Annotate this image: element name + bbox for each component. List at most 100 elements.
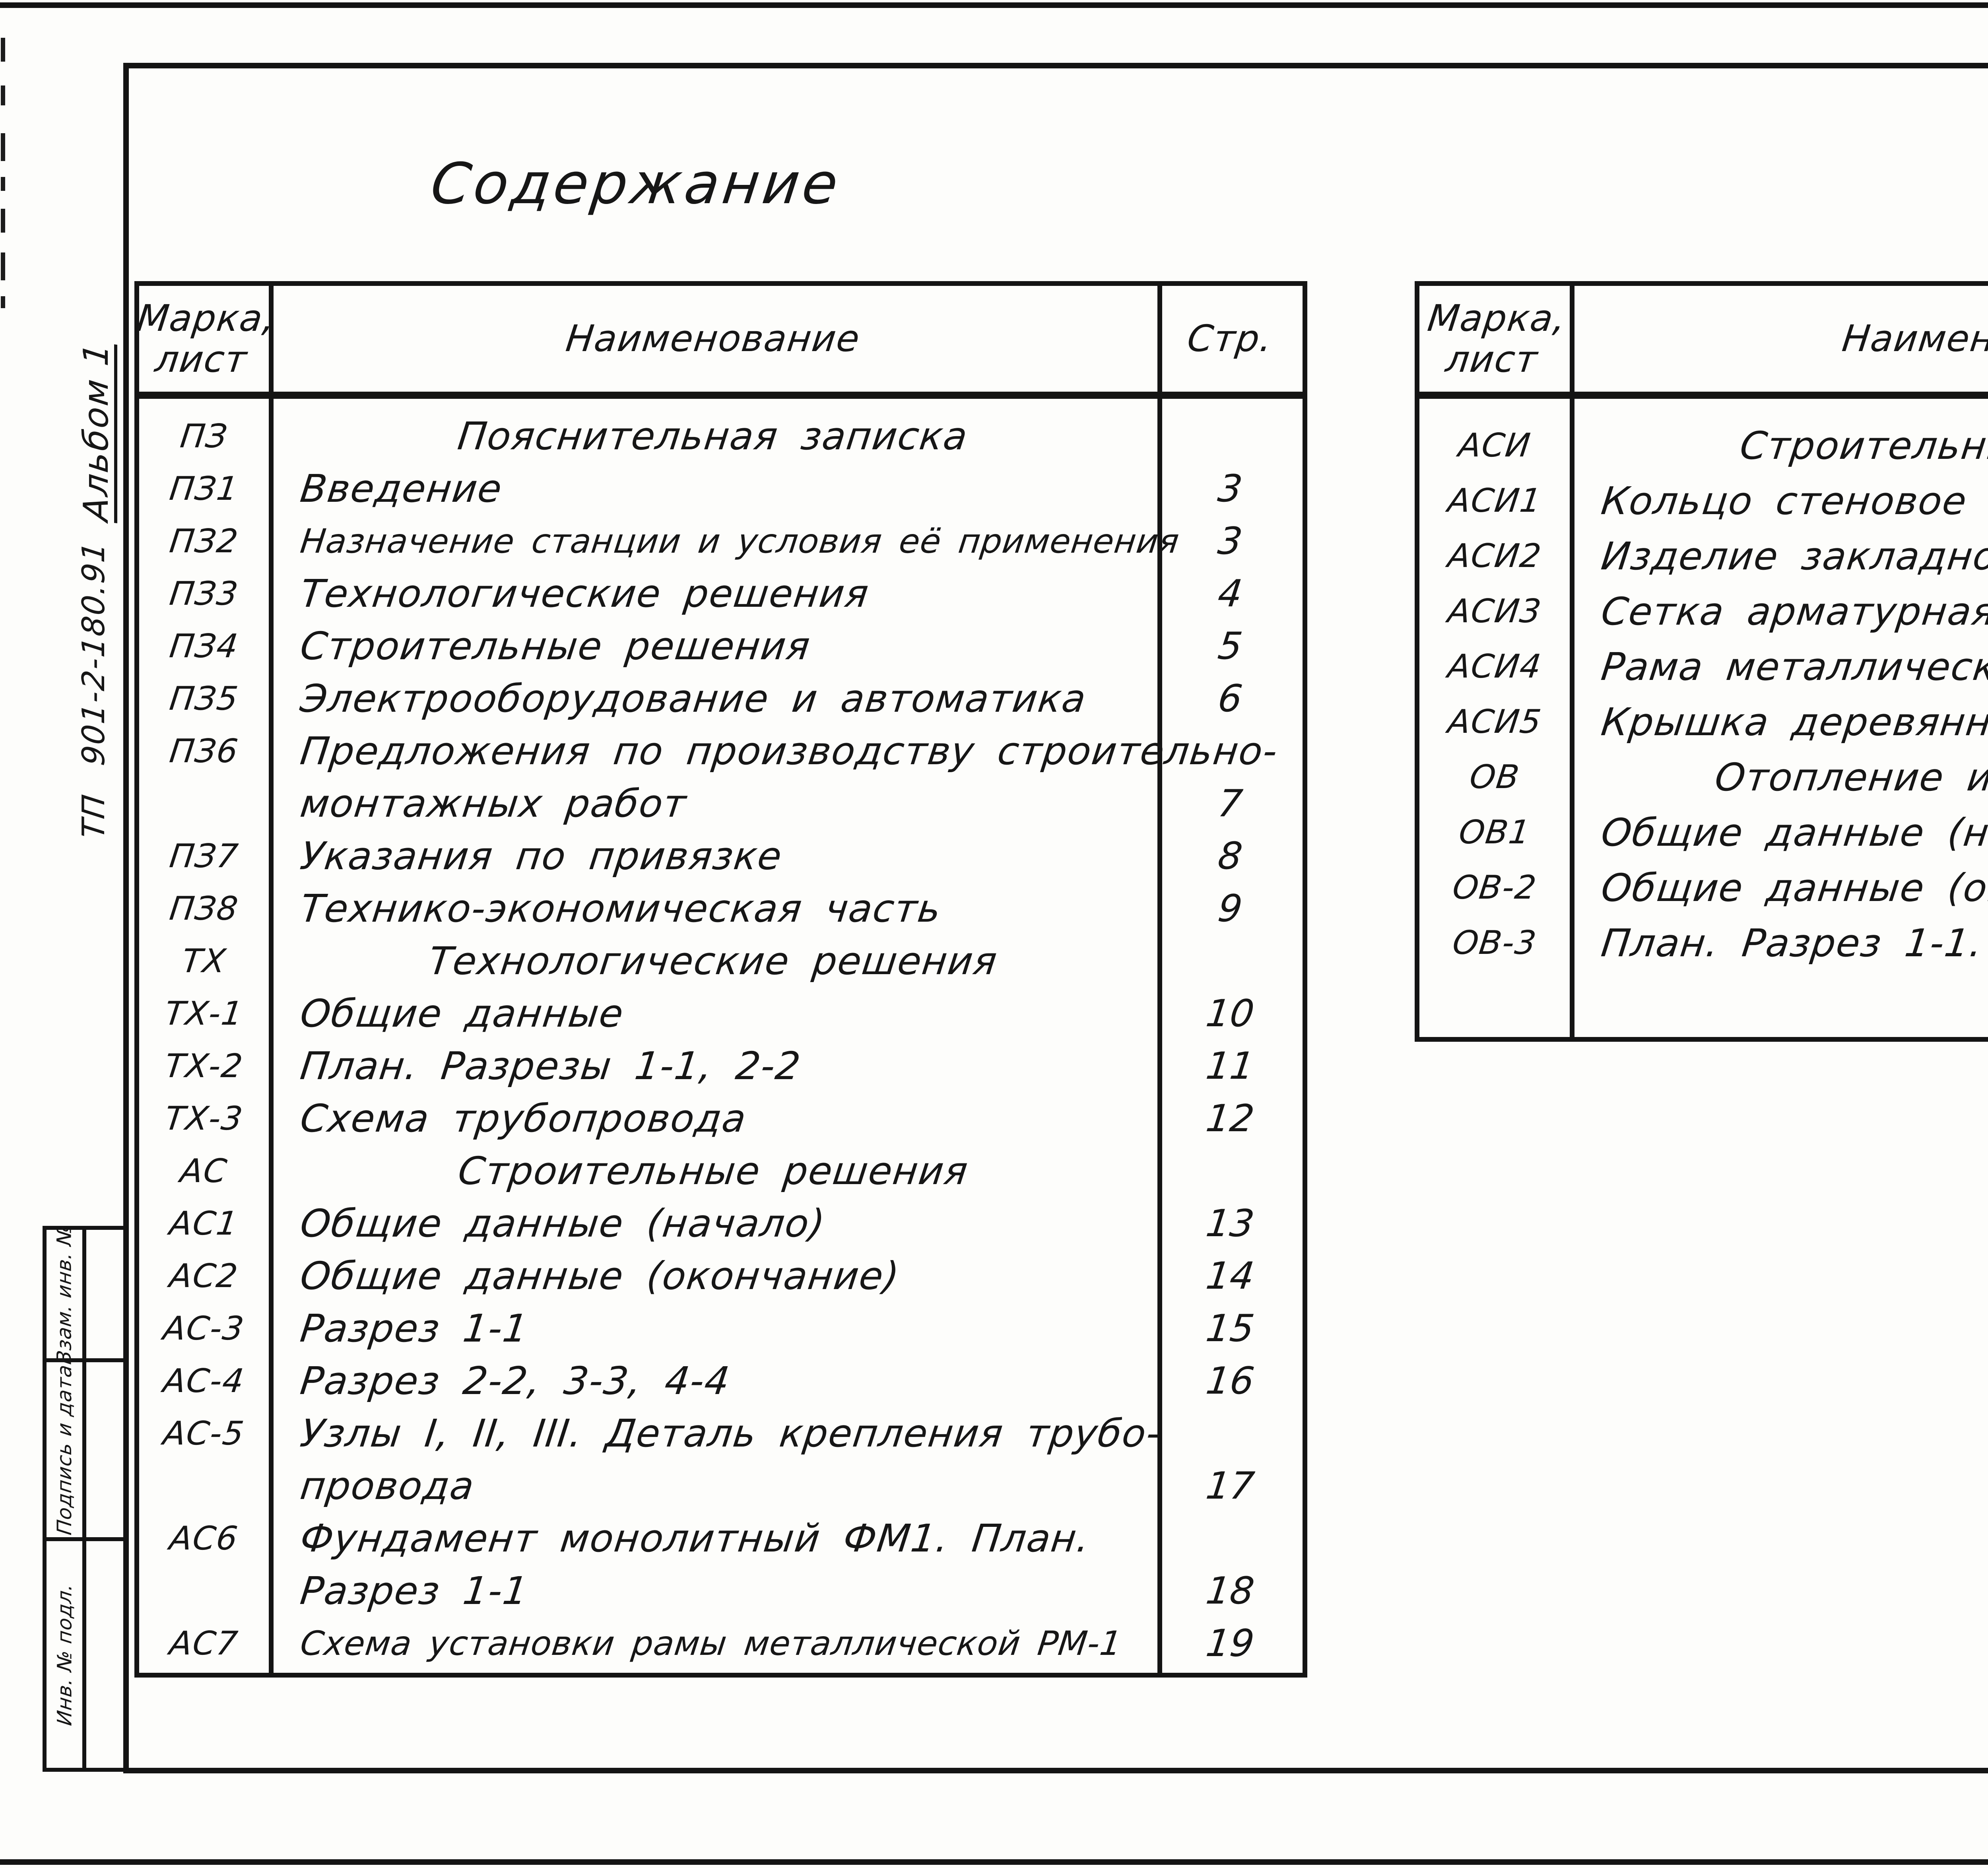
row-mark-text: ПЗ4 [167,627,241,665]
row-name: Кольцо стеновое КС 20,6-1 [1570,479,1988,523]
row-page: 12 [1157,1097,1303,1140]
row-name-text: Отопление и вентиляция [1712,755,1988,800]
row-page: 17 [1157,1464,1303,1508]
row-name: Общие данные (начало) [269,1201,1157,1246]
row-name-text: Предложения по производству строительно- [298,729,1281,773]
row-mark: ТХ [139,942,269,980]
row-name-text: Крышка деревянная КД [1599,699,1988,744]
row-mark: ОВ [1419,758,1570,796]
row-name: Разрез 2-2, 3-3, 4-4 [269,1359,1157,1403]
row-name: монтажных работ [269,781,1157,826]
row-mark-text: АСИ [1456,427,1533,464]
row-name-text: Введение [298,466,505,511]
row-page: 18 [1157,1569,1303,1613]
row-page: 13 [1157,1202,1303,1245]
row-mark: АСИ [1419,427,1570,464]
table-row: ПЗ Пояснительная записка [139,410,1303,462]
album-label-wrap: Альбом 1 [76,340,116,523]
row-mark-text: ТХ-1 [163,994,245,1033]
row-mark-text: АСИ4 [1445,648,1544,685]
row-page-text: 14 [1203,1254,1257,1298]
row-mark-text: ТХ-3 [163,1099,245,1138]
row-mark-text: ОВ1 [1456,814,1533,851]
row-page: 6 [1157,677,1303,720]
row-mark-text: АС6 [167,1519,241,1557]
row-mark-text: ПЗ7 [167,837,241,875]
row-name-text: провода [298,1464,477,1508]
row-page-text: 3 [1215,519,1245,563]
row-mark-text: АС2 [167,1257,241,1295]
table-row: ПЗ2 Назначение станции и условия её приме… [139,515,1303,567]
row-mark-text: ОВ-3 [1450,924,1539,962]
contents-title: Содержание [427,151,845,217]
table-row: АС-4 Разрез 2-2, 3-3, 4-4 16 [139,1355,1303,1407]
row-name-text: Сетка арматурная С6а [1599,589,1988,634]
row-name-text: Пояснительная записка [455,414,971,458]
row-name-text: Назначение станции и условия её применен… [298,522,1182,561]
row-name-text: Рама металлическая РМ1 [1599,644,1988,689]
row-name: Указания по привязке [269,834,1157,878]
table-row: АС7 Схема установки рамы металлической РМ… [139,1617,1303,1670]
row-name: Схема трубопровода [269,1096,1157,1141]
continuation-title-wrap: Продолжение [1932,218,1988,266]
row-mark-text: АС-4 [161,1362,247,1400]
row-name-text: План. Разрезы 1-1, 2-2 [298,1044,804,1088]
row-page: 3 [1157,467,1303,511]
row-mark: АСИ2 [1419,537,1570,575]
table-row: АС-5 Узлы I, II, III. Деталь крепления тр… [139,1407,1303,1460]
row-name: Общие данные [269,991,1157,1036]
row-mark-text: ПЗ8 [167,889,241,928]
row-page: 5 [1157,625,1303,668]
row-page-text: 11 [1203,1044,1257,1088]
row-page-text: 17 [1203,1464,1257,1508]
row-mark: АСИ4 [1419,648,1570,685]
stamp-box-inv: Инв. № подл. [43,1537,128,1772]
row-name: Пояснительная записка [269,414,1157,458]
row-name-text: Разрез 2-2, 3-3, 4-4 [298,1359,733,1403]
header-mark-col: Марка, лист [135,286,278,392]
row-mark-text: АСИ2 [1445,537,1544,575]
row-mark: ПЗ2 [139,522,269,560]
row-page: 7 [1157,782,1303,825]
row-page-text: 12 [1203,1097,1257,1140]
table-row: АС2 Общие данные (окончание) 14 [139,1250,1303,1302]
row-mark: ПЗ [139,417,269,455]
header-name-label: Наименование [1840,317,1988,360]
row-page-text: 16 [1203,1359,1257,1403]
row-mark: ТХ-1 [139,995,269,1033]
row-mark: АС6 [139,1520,269,1557]
header-mark-label: Марка, лист [1425,297,1569,381]
stamp-box-podpis: Подпись и дата [43,1358,128,1541]
continuation-table: Марка, лист Наименование Стр. АСИ Строите… [1415,281,1988,1042]
stamp-label-cell: Инв. № подл. [47,1541,86,1768]
contents-table: Марка, лист Наименование Стр. ПЗ Поясните… [134,281,1307,1678]
table-row: ПЗ8 Технико-экономическая часть 9 [139,882,1303,935]
table-row: ОВ Отопление и вентиляция [1419,750,1988,805]
row-name: Общие данные (окончание) [269,1254,1157,1298]
stamp-empty-cell [86,1230,124,1358]
sheet-top-border-line [0,2,1988,8]
header-name-col: Наименование [1570,286,1988,392]
stamp-empty-cell [86,1541,124,1768]
row-name-text: Строительные решения [455,1149,971,1193]
scan-edge-mark [1,38,5,62]
row-mark-text: ТХ [180,942,228,980]
row-page-text: 4 [1215,572,1245,616]
table-row: монтажных работ 7 [139,777,1303,830]
row-name-text: Общие данные (окончание) [298,1254,903,1298]
table-row: ТХ-2 План. Разрезы 1-1, 2-2 11 [139,1040,1303,1092]
stamp-label-cell: Взам. инв. № [47,1223,86,1365]
row-name-text: Изделие закладное МН1 [1599,534,1988,579]
row-name: Строительные решения [269,624,1157,668]
scan-edge-mark [1,296,5,308]
row-name: Технологические решения [269,939,1157,983]
table-row: АС Строительные решения [139,1145,1303,1197]
row-mark-text: АС7 [167,1624,241,1662]
table-row: ПЗ3 Технологические решения 4 [139,567,1303,620]
row-mark: АСИ5 [1419,703,1570,741]
row-mark-text: АС [178,1152,230,1190]
